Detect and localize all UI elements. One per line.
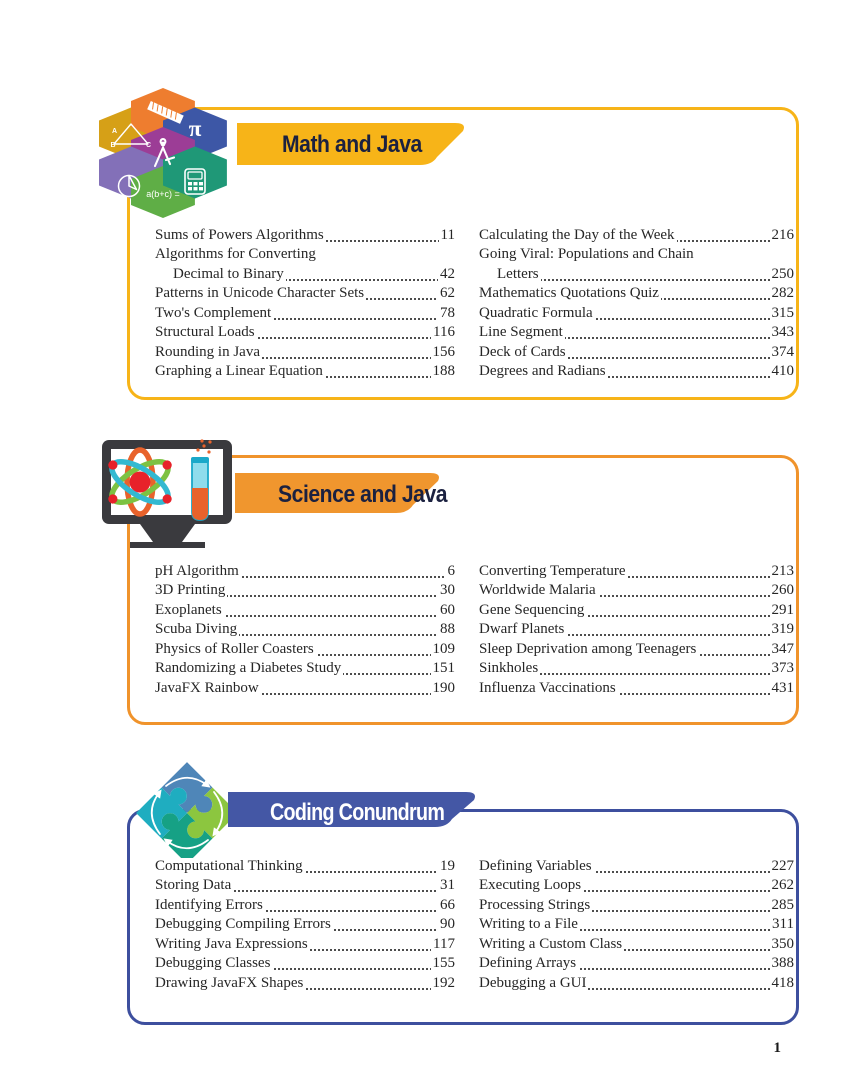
svg-text:a(b+c) =: a(b+c) =: [146, 189, 180, 199]
svg-text:B: B: [111, 142, 116, 149]
svg-text:A: A: [112, 128, 117, 135]
svg-text:π: π: [189, 116, 202, 141]
svg-text:C: C: [146, 142, 151, 149]
